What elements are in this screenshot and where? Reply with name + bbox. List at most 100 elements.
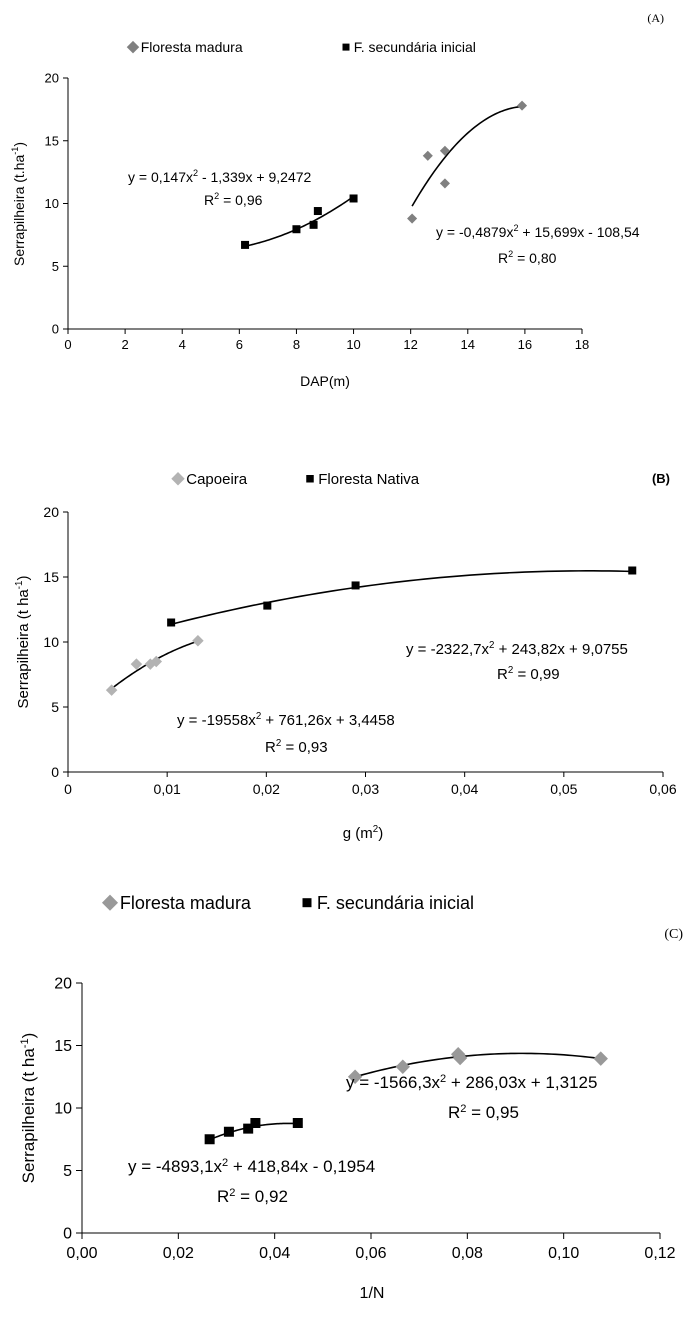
data-point	[395, 1059, 410, 1074]
data-point	[223, 1126, 234, 1137]
legend-marker	[126, 40, 140, 54]
series-square: F. secundária inicial y = 0,147x2 - 1,339…	[128, 39, 476, 249]
y-tick-label: 10	[45, 196, 59, 211]
x-tick-label: 0	[64, 337, 71, 352]
legend-label: F. secundária inicial	[317, 893, 474, 913]
x-tick-label: 0,05	[550, 781, 577, 797]
data-point	[439, 145, 450, 156]
data-point	[349, 194, 358, 203]
equation-label: y = -0,4879x2 + 15,699x - 108,54	[436, 223, 640, 240]
y-tick-label: 0	[63, 1226, 72, 1243]
data-point	[243, 1123, 254, 1134]
r2-label: R2 = 0,95	[448, 1103, 519, 1122]
r2-label: R2 = 0,92	[217, 1187, 288, 1206]
series-square: F. secundária inicial y = -4893,1x2 + 418…	[128, 893, 474, 1206]
x-tick-label: 4	[179, 337, 186, 352]
data-point	[593, 1051, 608, 1066]
data-point	[292, 1118, 303, 1128]
series-square: Floresta Nativa y = -2322,7x2 + 243,82x +…	[167, 471, 637, 683]
y-tick-label: 5	[63, 1163, 72, 1180]
y-tick-label: 15	[43, 569, 59, 585]
data-point	[130, 658, 143, 670]
legend-marker	[306, 475, 314, 483]
x-tick-label: 0,12	[644, 1245, 675, 1262]
data-point	[351, 581, 360, 590]
x-tick-label: 18	[575, 337, 589, 352]
equation-label: y = 0,147x2 - 1,339x + 9,2472	[128, 168, 312, 185]
legend-label: Floresta Nativa	[318, 471, 420, 488]
data-point	[422, 150, 433, 161]
x-tick-label: 14	[461, 337, 475, 352]
data-point	[241, 240, 250, 249]
equation-label: y = -4893,1x2 + 418,84x - 0,1954	[128, 1157, 375, 1176]
legend-label: F. secundária inicial	[354, 39, 476, 55]
data-point	[167, 618, 176, 627]
y-tick-label: 15	[54, 1038, 72, 1055]
data-point	[292, 225, 301, 234]
data-point	[309, 220, 318, 229]
legend-label: Floresta madura	[120, 893, 252, 913]
panel-label: (A)	[647, 11, 664, 25]
r2-label: R2 = 0,93	[265, 738, 328, 756]
x-tick-label: 0,02	[253, 781, 280, 797]
x-tick-label: 0,06	[355, 1245, 386, 1262]
x-tick-label: 0,10	[548, 1245, 579, 1262]
x-axis-label: g (m2)	[343, 824, 383, 842]
y-axis-label: Serrapilheira (t.ha-1)	[10, 142, 27, 266]
panel-label: (C)	[664, 927, 683, 942]
data-point	[313, 207, 322, 216]
panel-label: (B)	[652, 471, 670, 486]
r2-label: R2 = 0,80	[498, 249, 557, 266]
legend-marker	[302, 898, 312, 908]
x-tick-label: 12	[403, 337, 417, 352]
x-tick-label: 0	[64, 781, 72, 797]
legend-label: Capoeira	[186, 471, 248, 488]
x-tick-label: 16	[518, 337, 532, 352]
legend-marker	[342, 43, 350, 51]
y-axis-label: Serrapilheira (t ha-1)	[19, 1033, 38, 1184]
y-tick-label: 15	[45, 133, 59, 148]
y-axis-label: Serrapilheira (t ha-1)	[14, 576, 32, 709]
series-diamond: Floresta madura y = -1566,3x2 + 286,03x +…	[101, 893, 608, 1122]
data-point	[105, 684, 118, 696]
equation-label: y = -19558x2 + 761,26x + 3,4458	[177, 711, 395, 729]
data-point	[204, 1134, 215, 1145]
trend-line	[170, 570, 633, 626]
x-tick-label: 10	[346, 337, 360, 352]
legend-label: Floresta madura	[141, 39, 243, 55]
equation-label: y = -1566,3x2 + 286,03x + 1,3125	[346, 1073, 597, 1092]
series-diamond: Capoeira y = -19558x2 + 761,26x + 3,4458 R…	[105, 471, 395, 756]
series-diamond: Floresta madura y = -0,4879x2 + 15,699x -…	[126, 39, 640, 266]
data-point	[628, 566, 637, 575]
x-tick-label: 0,08	[452, 1245, 483, 1262]
r2-label: R2 = 0,96	[204, 191, 263, 208]
y-tick-label: 20	[54, 976, 72, 993]
x-tick-label: 0,02	[163, 1245, 194, 1262]
x-tick-label: 0,06	[649, 781, 676, 797]
y-tick-label: 5	[51, 699, 59, 715]
data-point	[347, 1069, 363, 1084]
data-point	[439, 178, 450, 189]
y-tick-label: 20	[43, 504, 59, 520]
data-point	[192, 634, 204, 647]
y-tick-label: 20	[45, 71, 59, 86]
y-tick-label: 0	[52, 322, 59, 337]
data-point	[452, 1050, 468, 1066]
x-axis-label: 1/N	[360, 1285, 385, 1302]
data-point	[250, 1118, 261, 1128]
y-tick-label: 10	[54, 1101, 72, 1118]
data-point	[150, 655, 163, 668]
y-tick-label: 10	[43, 634, 59, 650]
r2-label: R2 = 0,99	[497, 665, 560, 683]
x-tick-label: 6	[236, 337, 243, 352]
x-tick-label: 8	[293, 337, 300, 352]
legend-marker	[171, 472, 185, 486]
legend-marker	[101, 894, 119, 911]
trend-line	[411, 105, 523, 207]
x-tick-label: 0,00	[66, 1245, 97, 1262]
data-point	[263, 601, 272, 610]
equation-label: y = -2322,7x2 + 243,82x + 9,0755	[406, 640, 628, 658]
x-tick-label: 0,03	[352, 781, 379, 797]
data-point	[516, 100, 528, 111]
